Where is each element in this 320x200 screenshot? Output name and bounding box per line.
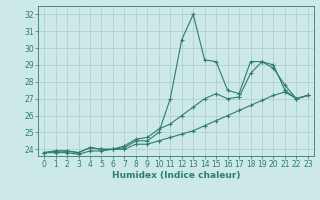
- X-axis label: Humidex (Indice chaleur): Humidex (Indice chaleur): [112, 171, 240, 180]
